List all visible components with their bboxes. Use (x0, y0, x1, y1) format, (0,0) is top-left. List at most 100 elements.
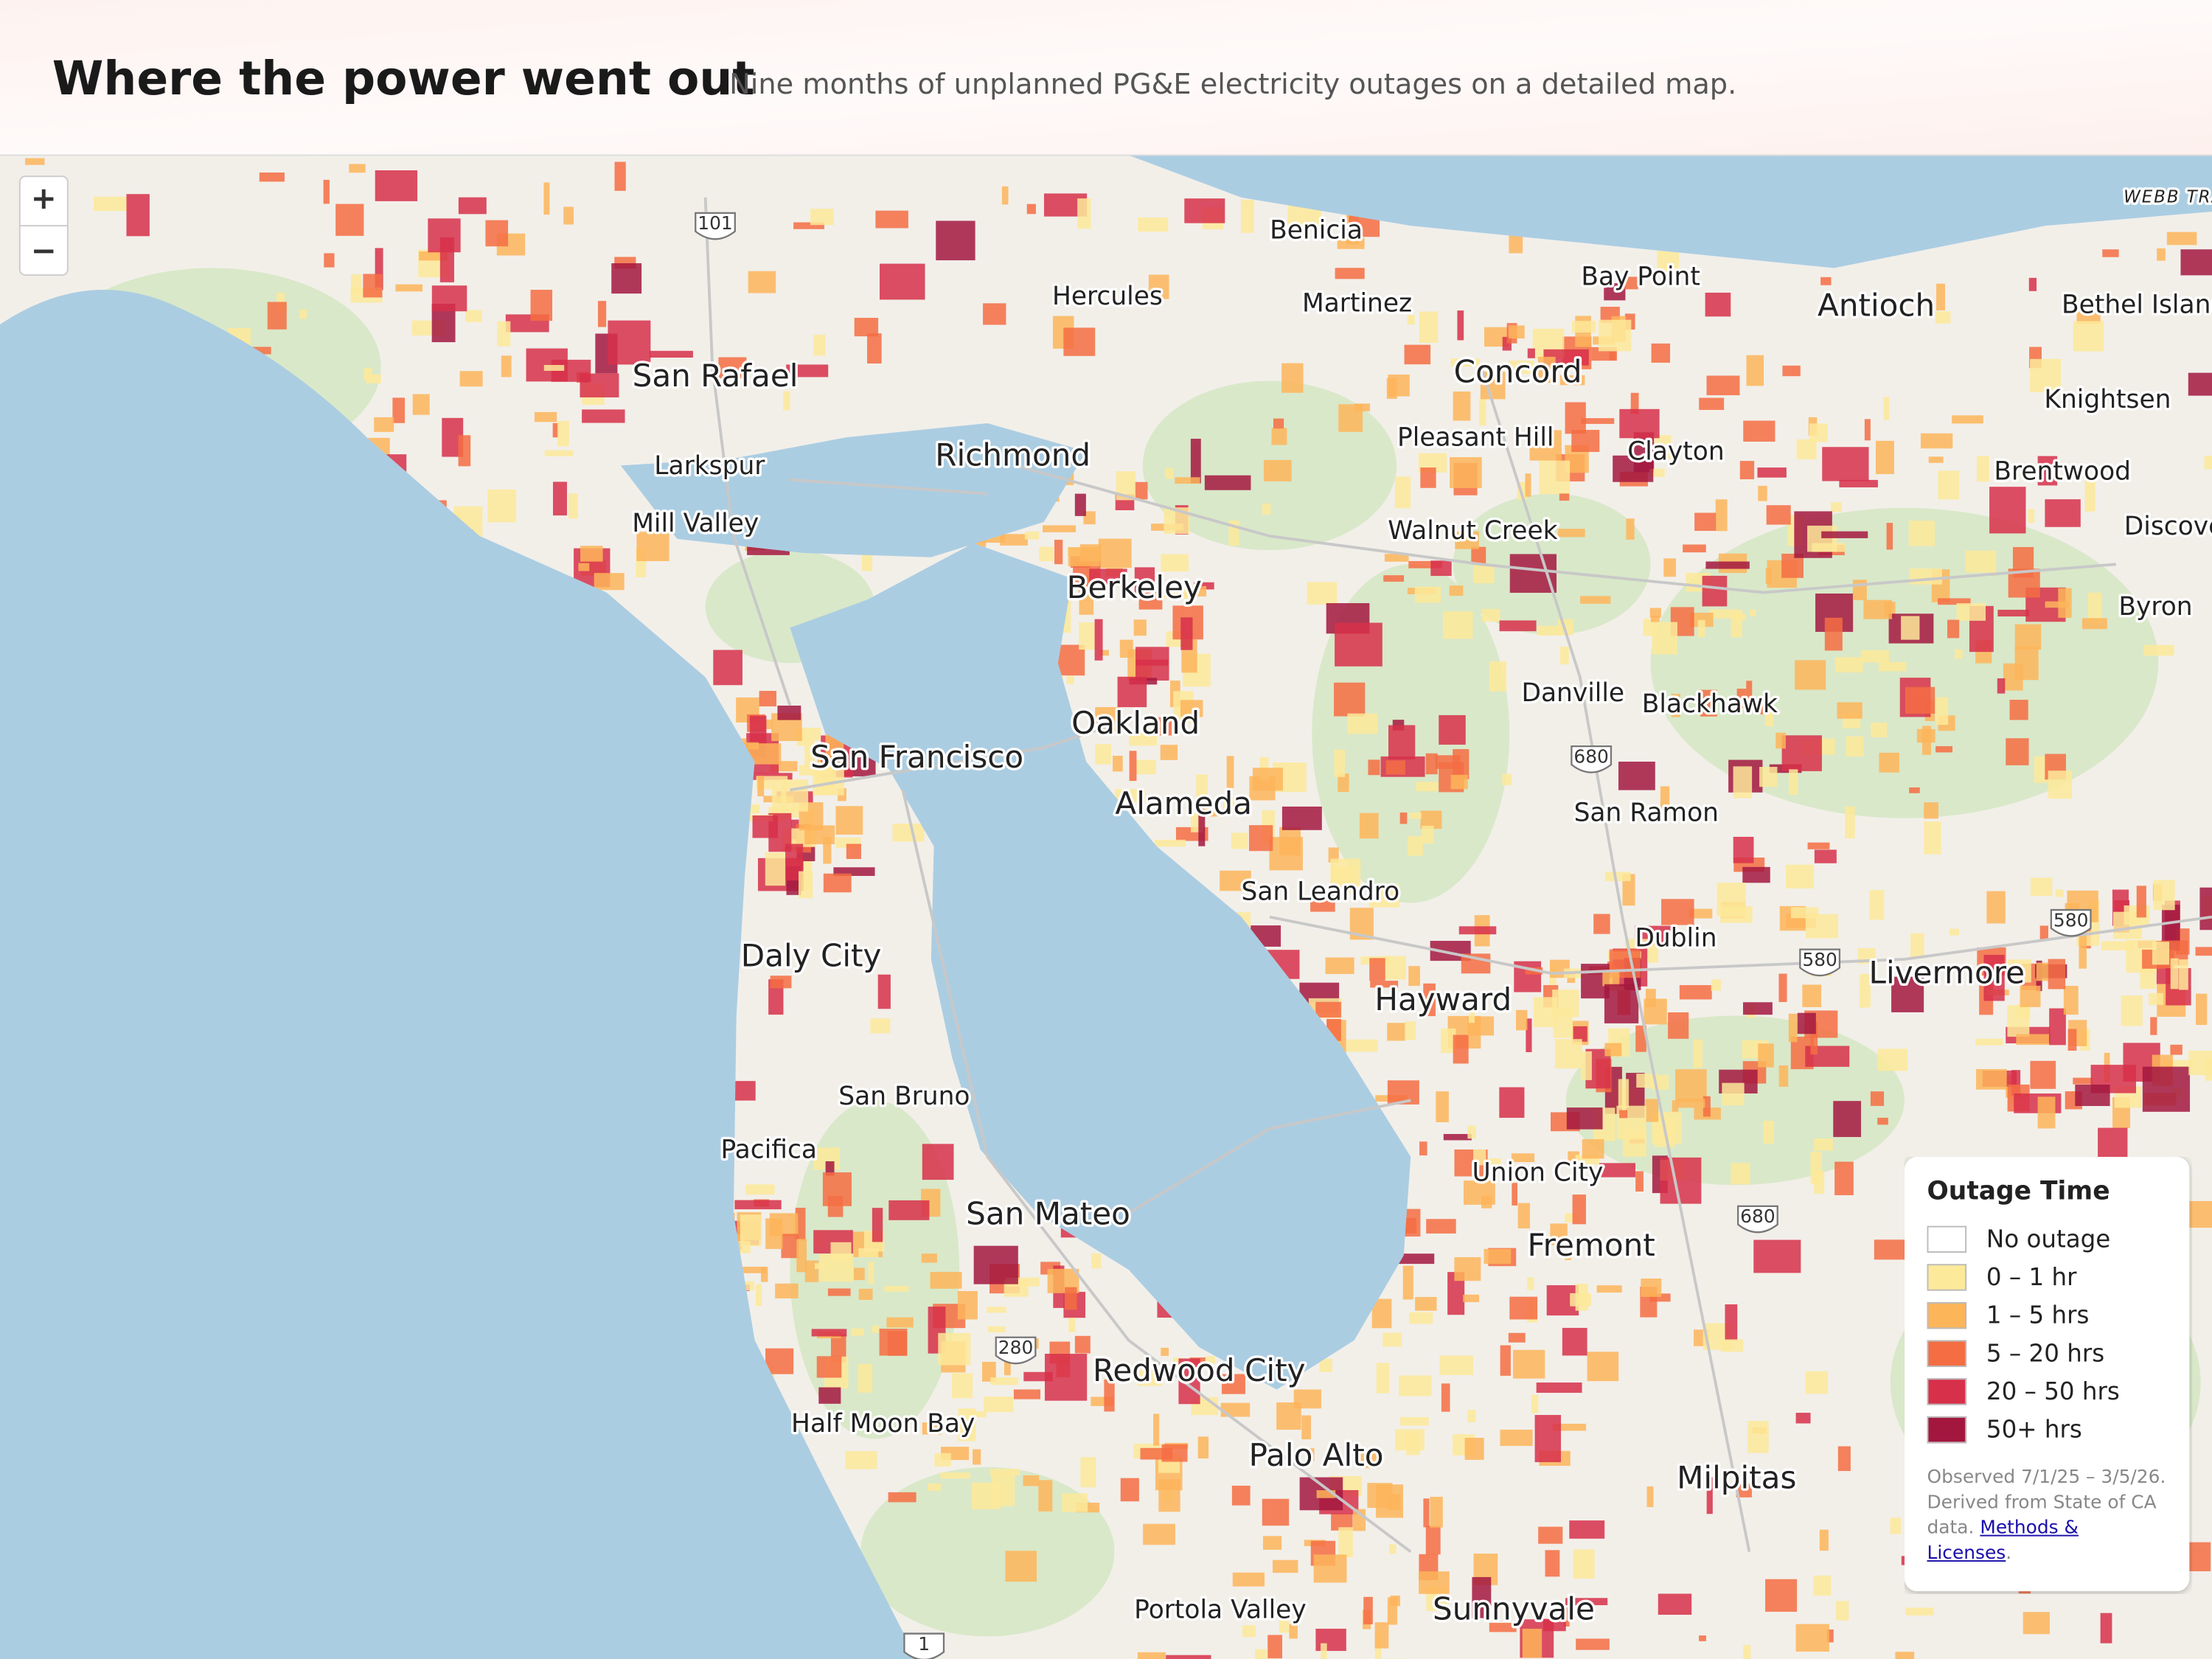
outage-area (2153, 880, 2175, 911)
outage-area (1135, 659, 1169, 666)
outage-area (2196, 993, 2208, 1026)
outage-area (1436, 1091, 1449, 1122)
outage-area (1788, 1013, 1798, 1043)
outage-area (1440, 1028, 1456, 1054)
outage-area (580, 546, 603, 562)
outage-area (1043, 525, 1077, 532)
outage-area (1742, 1002, 1773, 1015)
outage-area (1757, 467, 1787, 478)
outage-area (1409, 1312, 1433, 1324)
outage-area (1005, 1551, 1037, 1582)
outage-area (1525, 473, 1531, 497)
outage-area (1613, 455, 1654, 482)
outage-area (2149, 992, 2163, 1005)
outage-area (738, 1266, 767, 1273)
outage-area (1399, 812, 1408, 824)
roads (703, 197, 2212, 1554)
outage-area (1359, 813, 1379, 839)
outage-area (1273, 418, 1284, 429)
outage-area (1810, 1021, 1818, 1055)
outage-area (1693, 1039, 1703, 1068)
outage-area (1129, 751, 1137, 782)
outage-area (2048, 771, 2073, 799)
outage-area (1089, 568, 1127, 585)
outage-area (1383, 575, 1405, 582)
outage-area (1814, 1138, 1834, 1151)
outage-area (1500, 1345, 1511, 1376)
outage-area (1262, 503, 1271, 515)
outage-area (1949, 928, 1959, 936)
outage-area (1399, 1375, 1432, 1397)
zoom-out[interactable]: − (31, 232, 57, 268)
place-label: Berkeley (1067, 569, 1202, 605)
outage-area (1569, 1520, 1605, 1539)
shield-number: 580 (2053, 909, 2088, 931)
outage-area (1559, 493, 1570, 501)
outage-area (1910, 933, 1924, 959)
outage-area (938, 1332, 971, 1366)
outage-area (1316, 1490, 1336, 1498)
shield-number: 680 (1573, 745, 1608, 767)
outage-area (1809, 423, 1828, 442)
outage-area (1425, 1526, 1441, 1555)
outage-area (1688, 908, 1713, 919)
legend-swatch (1927, 1225, 1967, 1253)
legend-label: 50+ hrs (1986, 1415, 2082, 1444)
place-label: Livermore (1869, 955, 2025, 991)
outage-area (1705, 561, 1750, 569)
outage-area (818, 1387, 841, 1404)
outage-area (1778, 973, 1787, 1003)
outage-area (1180, 617, 1193, 650)
outage-area (770, 975, 792, 989)
outage-area (1565, 1598, 1608, 1606)
outage-area (1240, 199, 1254, 233)
outage-area (1517, 1203, 1531, 1229)
place-label: Byron (2118, 592, 2192, 622)
outage-area (1066, 675, 1074, 684)
zoom-in[interactable]: + (31, 180, 57, 216)
outage-area (1672, 1100, 1679, 1113)
outage-area (1813, 1575, 1832, 1596)
outage-area (1457, 310, 1464, 341)
outage-area (1395, 1253, 1435, 1265)
outage-area (713, 650, 742, 686)
shield-number: 280 (998, 1337, 1033, 1358)
outage-area (1423, 1498, 1430, 1528)
outage-area (765, 1348, 794, 1374)
legend-item: No outage (1927, 1220, 2167, 1259)
outage-area (1335, 622, 1382, 667)
outage-area (1573, 1549, 1595, 1579)
outage-area (1508, 1332, 1526, 1343)
outage-area (1315, 1628, 1346, 1652)
outage-area (1509, 325, 1525, 339)
legend-items: No outage 0 – 1 hr 1 – 5 hrs 5 – 20 hrs 20 –… (1927, 1220, 2167, 1449)
outage-area (1450, 774, 1468, 790)
outage-area (1559, 647, 1569, 665)
outage-area (2180, 249, 2212, 276)
outage-area (1661, 899, 1694, 925)
outage-area (1279, 1615, 1289, 1633)
outage-area (1387, 1023, 1405, 1041)
outage-area (1449, 585, 1464, 597)
outage-area (1153, 1413, 1160, 1446)
outage-area (2030, 877, 2053, 897)
outage-area (350, 274, 362, 296)
legend-label: 0 – 1 hr (1986, 1263, 2077, 1292)
methods-link[interactable]: Methods & Licenses (1927, 1517, 2079, 1565)
outage-area (1024, 531, 1040, 540)
outage-area (1226, 756, 1234, 788)
outage-area (1635, 1171, 1644, 1192)
outage-area (1756, 704, 1768, 714)
outage-area (1376, 1363, 1390, 1394)
outage-area (1068, 1318, 1076, 1332)
outage-area (1641, 1279, 1662, 1297)
outage-area (936, 220, 975, 261)
outage-area (759, 690, 777, 707)
outage-area (1489, 1623, 1517, 1632)
outage-area (1360, 1450, 1380, 1469)
outage-area (887, 1331, 908, 1356)
outage-area (2030, 358, 2062, 392)
outage-area (1886, 523, 1893, 550)
outage-area (853, 1267, 865, 1281)
